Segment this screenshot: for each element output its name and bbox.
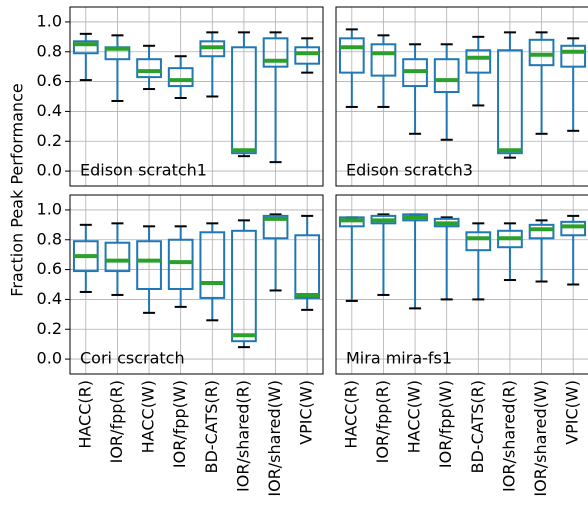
- x-tick-label: IOR/fpp(R): [373, 380, 392, 463]
- x-tick-label: HACC(R): [75, 380, 94, 449]
- x-tick-label: VPIC(W): [297, 380, 316, 445]
- box: [262, 37, 289, 68]
- y-tick-label: 0.2: [37, 131, 62, 150]
- y-tick-label: 1.0: [37, 199, 62, 218]
- panel-title: Edison scratch3: [346, 161, 473, 180]
- box: [497, 49, 523, 155]
- box: [560, 220, 587, 237]
- x-tick-label: HACC(W): [139, 380, 158, 453]
- y-tick-label: 0.0: [37, 349, 62, 368]
- x-tick-label: BD-CATS(R): [468, 380, 487, 473]
- axes-frame: [335, 6, 588, 187]
- x-tick-label: IOR/shared(W): [265, 380, 284, 497]
- panel-title: Mira mira-fs1: [346, 349, 452, 368]
- x-tick-label: IOR/fpp(R): [107, 380, 126, 463]
- box: [560, 44, 587, 68]
- box: [199, 231, 226, 299]
- y-tick-label: 0.8: [37, 229, 62, 248]
- x-tick-label: HACC(W): [405, 380, 424, 453]
- y-tick-label: 0.0: [37, 161, 62, 180]
- x-tick-label: IOR/shared(R): [233, 380, 252, 492]
- axes-frame: [69, 194, 324, 375]
- panel-title: Edison scratch1: [80, 161, 207, 180]
- y-tick-label: 0.4: [37, 101, 62, 120]
- y-axis-label: Fraction Peak Performance: [8, 83, 27, 296]
- box: [262, 214, 289, 240]
- y-tick-label: 0.8: [37, 41, 62, 60]
- box: [136, 58, 162, 79]
- box: [231, 229, 257, 343]
- y-tick-label: 1.0: [37, 11, 62, 30]
- x-tick-label: VPIC(W): [563, 380, 582, 445]
- box: [167, 238, 194, 290]
- y-tick-label: 0.2: [37, 319, 62, 338]
- box: [465, 49, 492, 74]
- axes-frame: [335, 194, 588, 375]
- x-tick-label: BD-CATS(R): [202, 380, 221, 473]
- axes-frame: [69, 6, 324, 187]
- panel-title: Cori cscratch: [80, 349, 185, 368]
- x-tick-label: IOR/fpp(W): [436, 380, 455, 468]
- x-tick-label: IOR/shared(R): [499, 380, 518, 492]
- box: [465, 231, 492, 252]
- box: [294, 234, 321, 299]
- box: [104, 241, 131, 273]
- box: [338, 37, 365, 74]
- y-tick-label: 0.6: [37, 259, 62, 278]
- y-tick-label: 0.6: [37, 71, 62, 90]
- box: [370, 43, 397, 77]
- x-tick-label: IOR/fpp(W): [170, 380, 189, 468]
- box: [136, 240, 162, 290]
- x-tick-label: IOR/shared(W): [531, 380, 550, 497]
- box: [167, 67, 194, 88]
- box: [72, 40, 99, 55]
- box: [528, 223, 555, 240]
- box: [294, 46, 321, 65]
- y-tick-label: 0.4: [37, 289, 62, 308]
- x-tick-label: HACC(R): [341, 380, 360, 449]
- box: [433, 58, 460, 94]
- box: [528, 38, 555, 67]
- box: [231, 46, 257, 155]
